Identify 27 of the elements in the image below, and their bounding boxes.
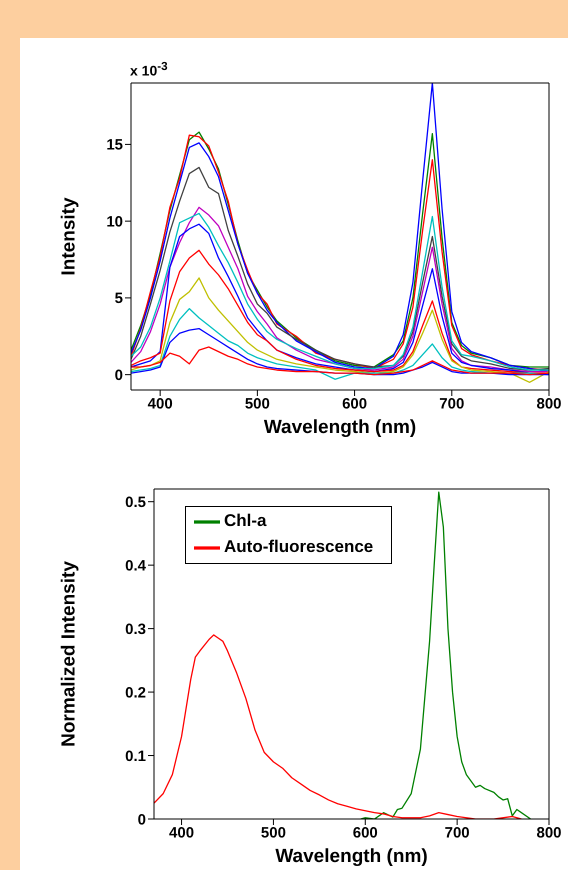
y-tick-label: 0 [138,811,146,828]
y-axis-title: Normalized Intensity [58,560,80,747]
x-axis-title: Wavelength (nm) [264,417,416,438]
y-tick-label: 0.5 [125,494,146,512]
x-tick-label: 800 [536,824,562,842]
y-tick-label: 0.2 [125,684,146,702]
x-axis-title: Wavelength (nm) [275,846,428,867]
x-tick-label: 600 [342,396,368,413]
x-tick-label: 600 [352,824,378,842]
y-tick-label: 15 [106,136,123,154]
y-tick-label: 0.1 [125,748,146,765]
text: x 10$^{-3}$ [130,60,168,79]
legend-label: Chl-a [224,510,266,530]
y-tick-label: 0.4 [125,557,147,574]
y-tick-label: 5 [114,290,123,308]
x-tick-label: 400 [169,824,194,842]
x-tick-label: 800 [536,396,562,413]
y-axis-title: Intensity [58,197,80,276]
x-tick-label: 400 [148,396,173,413]
y-tick-label: 10 [106,213,123,230]
x-tick-label: 700 [439,396,464,413]
x-tick-label: 700 [444,824,470,842]
y-tick-label: 0 [114,366,123,384]
x-tick-label: 500 [244,396,270,413]
legend-label: Auto-fluorescence [224,536,374,556]
y-tick-label: 0.3 [125,620,146,638]
x-tick-label: 500 [260,824,286,842]
